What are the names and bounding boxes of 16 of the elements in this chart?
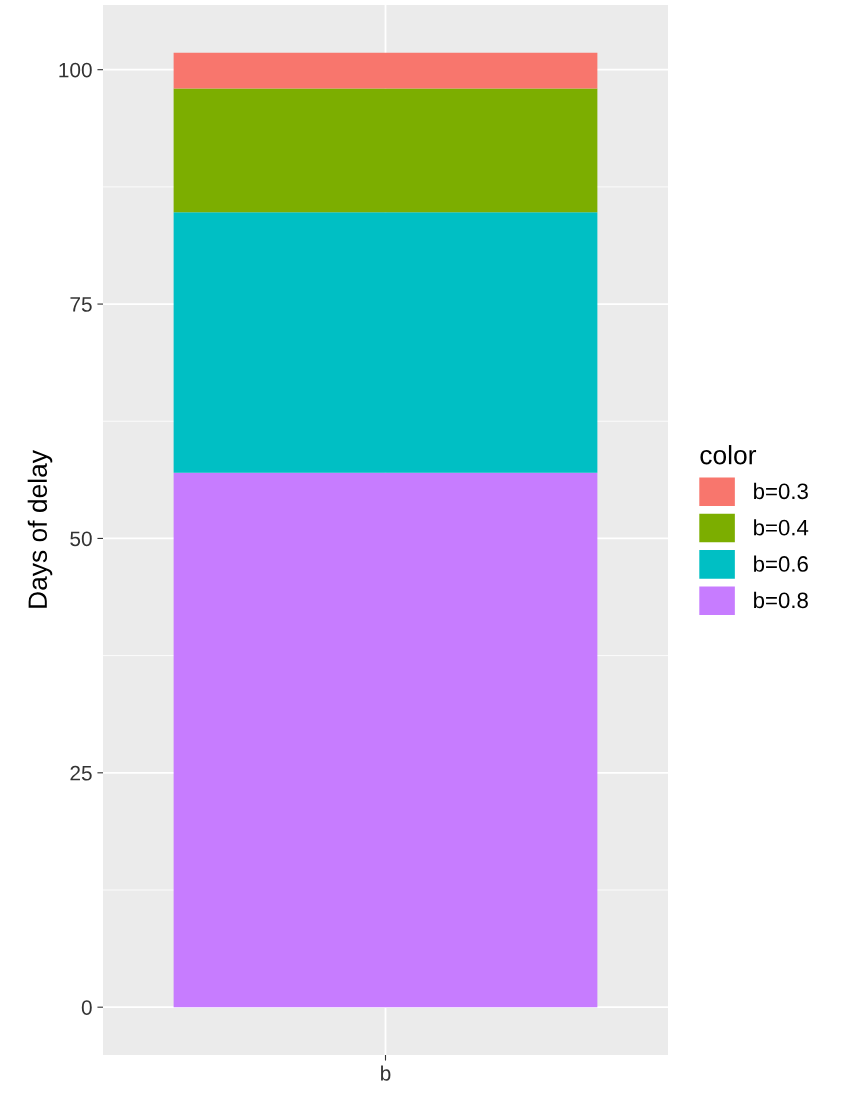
legend-title: color <box>700 445 757 465</box>
y-tick-label: 50 <box>70 531 92 547</box>
y-tick-label: 25 <box>70 765 92 781</box>
bar <box>173 88 598 213</box>
bar <box>173 212 598 473</box>
y-tick-label: 100 <box>59 62 92 78</box>
legend-label: b=0.8 <box>754 591 808 609</box>
bar <box>173 472 598 1008</box>
legend-label: b=0.4 <box>754 519 809 536</box>
y-axis-title: Days of delay <box>27 450 53 608</box>
legend-label: b=0.3 <box>754 482 808 500</box>
y-tick-label: 0 <box>81 1000 92 1015</box>
legend-label: b=0.6 <box>754 555 808 572</box>
y-tick-label: 75 <box>70 297 92 312</box>
bar <box>173 52 598 89</box>
x-tick-label: b <box>381 1065 391 1081</box>
